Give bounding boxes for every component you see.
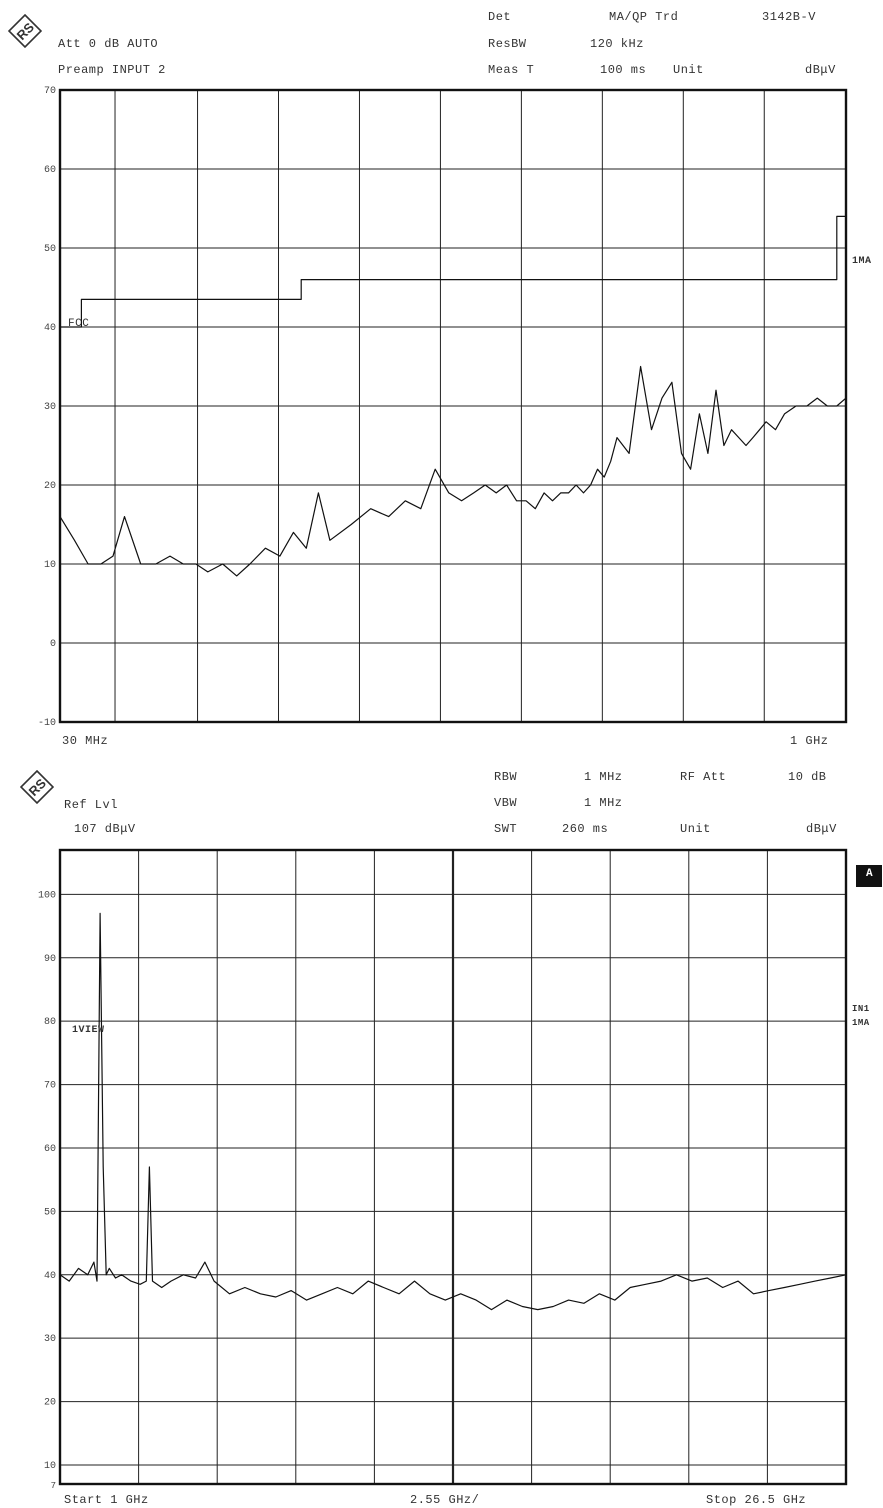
rohde-schwarz-logo-icon: RS bbox=[8, 14, 42, 48]
bottom-plot-frame bbox=[58, 848, 848, 1486]
bottom-spectrum-panel: RS Ref Lvl 107 dBμV RBW 1 MHz RF Att 10 … bbox=[0, 754, 883, 1508]
top-plot-frame bbox=[58, 88, 848, 724]
y-tick-label: 10 bbox=[44, 1461, 56, 1472]
y-tick-label: 70 bbox=[44, 86, 56, 97]
y-tick-label: 100 bbox=[38, 890, 56, 901]
det-value: MA/QP Trd bbox=[609, 10, 679, 24]
bottom-x-start-label: Start 1 GHz bbox=[64, 1493, 149, 1507]
top-grid bbox=[60, 89, 846, 723]
rbw-label: RBW bbox=[494, 770, 518, 784]
series-line-1ma bbox=[59, 365, 847, 577]
y-tick-label: 40 bbox=[44, 323, 56, 334]
bottom-x-stop-label: Stop 26.5 GHz bbox=[706, 1493, 807, 1507]
resbw-value: 120 kHz bbox=[590, 37, 644, 51]
y-tick-label: 40 bbox=[44, 1271, 56, 1282]
attenuation-text: Att 0 dB AUTO bbox=[58, 37, 159, 51]
side-marker-box bbox=[856, 865, 882, 887]
rbw-value: 1 MHz bbox=[584, 770, 623, 784]
side-input-label: IN1 bbox=[852, 1004, 870, 1014]
top-series-group bbox=[59, 215, 847, 577]
y-tick-label: 20 bbox=[44, 1398, 56, 1409]
top-spectrum-chart: -10 0 10 20 30 40 50 60 70 bbox=[38, 86, 848, 729]
vbw-value: 1 MHz bbox=[584, 796, 623, 810]
unit-value: dBμV bbox=[805, 63, 836, 77]
y-tick-label: 7 bbox=[51, 1481, 56, 1491]
resbw-label: ResBW bbox=[488, 37, 527, 51]
series-line-fcc bbox=[60, 215, 846, 328]
top-y-tick-labels: -10 0 10 20 30 40 50 60 70 bbox=[38, 86, 56, 729]
y-tick-label: 30 bbox=[44, 402, 56, 413]
rf-att-label: RF Att bbox=[680, 770, 727, 784]
swt-label: SWT bbox=[494, 822, 518, 836]
y-tick-label: 0 bbox=[50, 639, 56, 650]
bottom-y-tick-labels: 10 20 30 40 50 60 70 80 90 100 7 bbox=[38, 890, 56, 1491]
y-tick-label: 10 bbox=[44, 560, 56, 571]
top-x-start-label: 30 MHz bbox=[62, 734, 109, 748]
unit-label: Unit bbox=[673, 63, 704, 77]
bottom-unit-value: dBμV bbox=[806, 822, 837, 836]
y-tick-label: 60 bbox=[44, 1144, 56, 1155]
y-tick-label: -10 bbox=[38, 718, 56, 729]
meast-label: Meas T bbox=[488, 63, 535, 77]
top-x-stop-label: 1 GHz bbox=[790, 734, 829, 748]
ref-level-value: 107 dBμV bbox=[74, 822, 136, 836]
y-tick-label: 50 bbox=[44, 1207, 56, 1218]
meast-value: 100 ms bbox=[600, 63, 647, 77]
bottom-spectrum-chart: 10 20 30 40 50 60 70 80 90 100 7 bbox=[38, 848, 882, 1491]
rf-att-value: 10 dB bbox=[788, 770, 827, 784]
swt-value: 260 ms bbox=[562, 822, 609, 836]
side-marker-label: A bbox=[866, 868, 874, 880]
vbw-label: VBW bbox=[494, 796, 518, 810]
bottom-unit-label: Unit bbox=[680, 822, 711, 836]
bottom-grid bbox=[60, 850, 846, 1484]
y-tick-label: 60 bbox=[44, 165, 56, 176]
view-trace-label: 1VIEW bbox=[72, 1025, 105, 1036]
preamp-text: Preamp INPUT 2 bbox=[58, 63, 166, 77]
bottom-series-group bbox=[59, 912, 847, 1311]
y-tick-label: 90 bbox=[44, 954, 56, 965]
trace-id-text: 3142B-V bbox=[762, 10, 816, 24]
series-line-1view bbox=[59, 912, 847, 1311]
rohde-schwarz-logo-icon: RS bbox=[20, 770, 54, 804]
bottom-x-div-label: 2.55 GHz/ bbox=[410, 1493, 480, 1507]
top-spectrum-panel: RS Att 0 dB AUTO Preamp INPUT 2 Det MA/Q… bbox=[8, 10, 872, 748]
y-tick-label: 70 bbox=[44, 1081, 56, 1092]
y-tick-label: 50 bbox=[44, 244, 56, 255]
y-tick-label: 20 bbox=[44, 481, 56, 492]
side-trace-label: 1MA bbox=[852, 1018, 870, 1028]
top-trace-label: 1MA bbox=[852, 256, 872, 267]
y-tick-label: 30 bbox=[44, 1334, 56, 1345]
fcc-limit-label: FCC bbox=[68, 318, 90, 330]
y-tick-label: 80 bbox=[44, 1017, 56, 1028]
det-label: Det bbox=[488, 10, 512, 24]
ref-level-label: Ref Lvl bbox=[64, 798, 118, 812]
